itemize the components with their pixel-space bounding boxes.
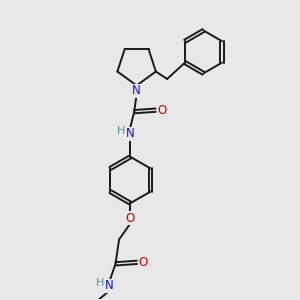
- Text: O: O: [158, 104, 167, 117]
- Text: O: O: [139, 256, 148, 269]
- Text: H: H: [96, 278, 104, 288]
- Text: N: N: [126, 127, 135, 140]
- Text: N: N: [105, 279, 114, 292]
- Text: O: O: [126, 212, 135, 225]
- Text: N: N: [132, 84, 141, 98]
- Text: H: H: [116, 126, 125, 136]
